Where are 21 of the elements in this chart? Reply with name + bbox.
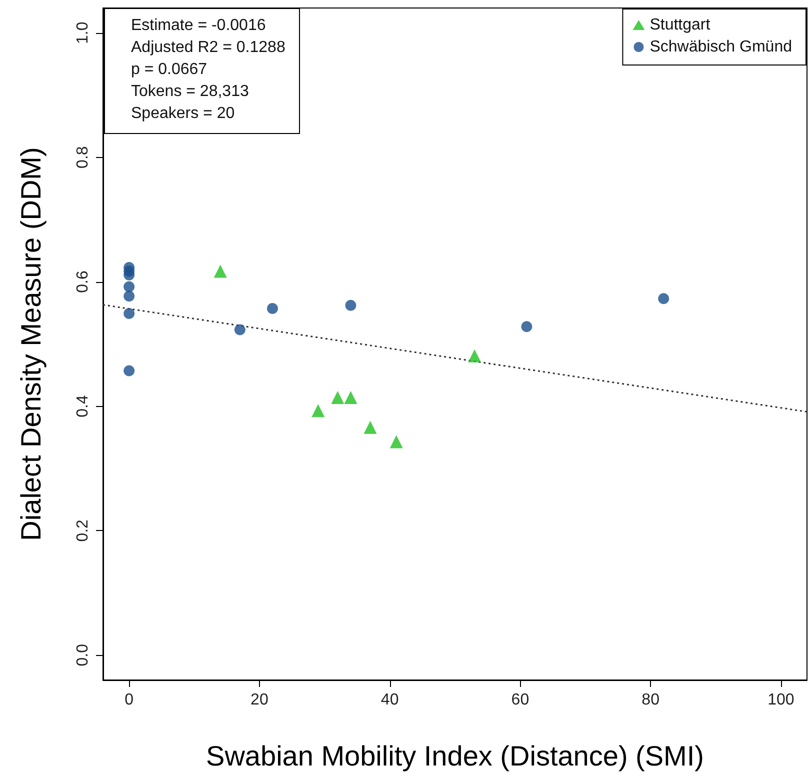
annotation: Estimate = -0.0016 [131,16,267,36]
x-tick-label: 20 [250,692,268,708]
y-tick-label: 0.2 [74,519,92,542]
y-axis-title: Dialect Density Measure (DDM) [16,147,46,541]
x-tick-label: 40 [380,692,399,708]
y-tick-label: 1.0 [74,22,92,44]
annotation: Speakers = 20 [131,104,236,124]
y-tick-label: 0.6 [74,270,92,293]
annotation: p = 0.0667 [131,60,208,80]
y-tick-label: 0.0 [74,644,92,666]
x-tick-label: 80 [642,692,660,708]
legend-label: Stuttgart [650,16,711,34]
legend-label: Schwäbisch Gmünd [650,38,792,56]
x-tick-label: 60 [511,692,530,708]
x-tick-label: 0 [124,692,134,708]
x-axis-title: Swabian Mobility Index (Distance) (SMI) [206,740,704,772]
x-tick-label: 100 [768,692,794,708]
annotation: Tokens = 28,313 [131,82,250,102]
y-tick-label: 0.4 [74,395,92,418]
annotation: Adjusted R2 = 0.1288 [131,38,286,58]
y-tick-label: 0.8 [74,146,92,168]
